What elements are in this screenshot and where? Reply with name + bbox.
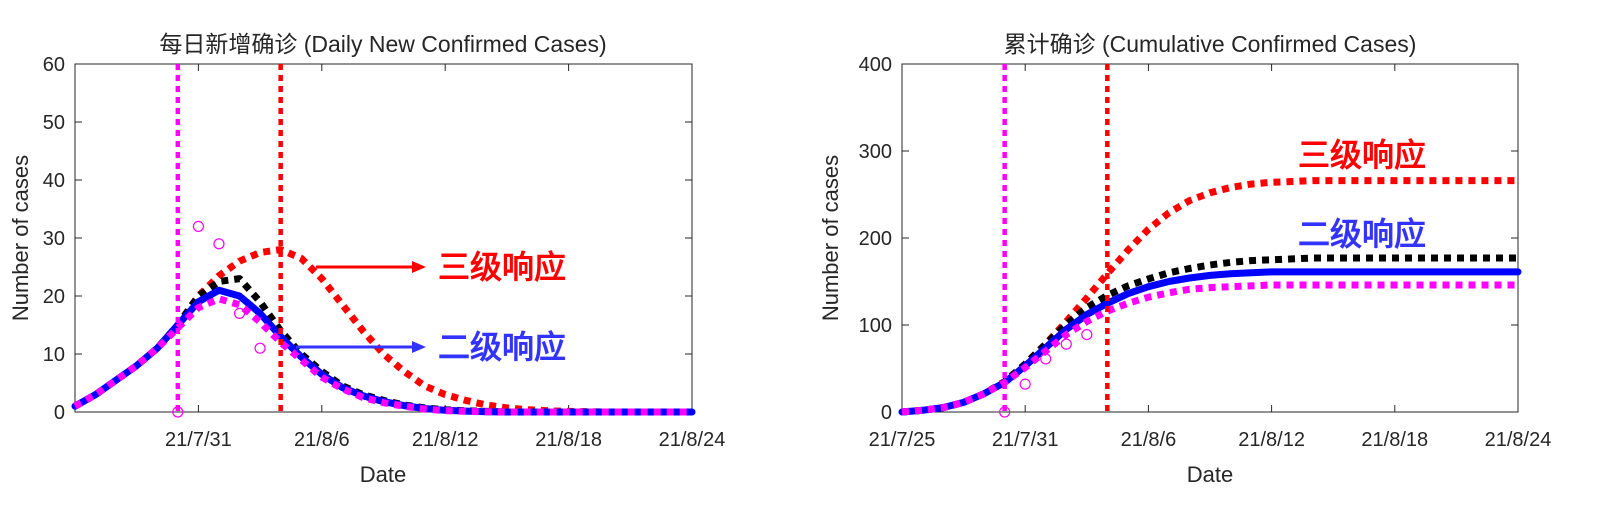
- plot-area-frame: [74, 63, 693, 413]
- y-tick-label: 50: [43, 112, 65, 134]
- annotation-label-level3: 三级响应: [1298, 136, 1426, 174]
- observed-point: [1081, 328, 1093, 341]
- observed-point: [233, 307, 246, 319]
- y-axis-label: Number of cases: [8, 155, 33, 321]
- series-lines: [898, 64, 1522, 418]
- observed-point: [254, 342, 266, 354]
- cumulative-cases-panel: 累计确诊 (Cumulative Confirmed Cases) Date N…: [818, 31, 1551, 487]
- x-tick-label: 21/7/31: [992, 429, 1059, 451]
- x-tick-label: 21/8/12: [412, 429, 479, 451]
- annotation-label-level2: 二级响应: [438, 328, 566, 366]
- y-tick-label: 0: [54, 402, 65, 424]
- x-axis-label: Date: [360, 462, 406, 487]
- series-line: [73, 295, 692, 416]
- chart-title: 累计确诊 (Cumulative Confirmed Cases): [1004, 31, 1417, 57]
- series-line: [901, 281, 1518, 416]
- y-tick-label: 40: [43, 170, 65, 192]
- axis-ticks: 0 100 200 300 400 21/7/25 21/7/31 21/8/6 21/8/12…: [859, 54, 1552, 451]
- y-tick-label: 60: [43, 54, 65, 76]
- chart-title: 每日新增确诊 (Daily New Confirmed Cases): [159, 31, 606, 57]
- observed-point: [1040, 353, 1052, 365]
- series-lines: [71, 64, 696, 418]
- y-tick-label: 100: [859, 315, 892, 337]
- x-tick-label: 21/8/18: [535, 429, 602, 451]
- daily-new-cases-panel: 每日新增确诊 (Daily New Confirmed Cases) Date …: [8, 31, 725, 487]
- observed-point: [1019, 378, 1031, 390]
- x-tick-label: 21/7/31: [165, 429, 232, 451]
- y-tick-label: 300: [859, 141, 892, 163]
- x-tick-label: 21/7/25: [869, 429, 936, 451]
- x-tick-label: 21/8/12: [1238, 429, 1305, 451]
- arrowhead-blue-icon: [412, 341, 426, 353]
- y-tick-label: 20: [43, 286, 65, 308]
- y-tick-label: 400: [859, 54, 892, 76]
- axis-ticks: 0 10 20 30 40 50 60 21/7/31 21/8/6 21/8/12 21/8/18…: [43, 54, 726, 451]
- y-axis-label: Number of cases: [818, 155, 843, 321]
- y-tick-label: 200: [859, 228, 892, 250]
- arrowhead-red-icon: [412, 261, 426, 273]
- x-tick-label: 21/8/24: [659, 429, 726, 451]
- y-tick-label: 0: [881, 402, 892, 424]
- observed-point: [213, 238, 225, 250]
- x-tick-label: 21/8/18: [1361, 429, 1428, 451]
- annotation-level2: 二级响应: [296, 328, 566, 366]
- annotation-label-level3: 三级响应: [438, 248, 566, 286]
- observed-point: [1060, 338, 1072, 350]
- x-tick-label: 21/8/6: [1121, 429, 1177, 451]
- x-tick-label: 21/8/24: [1485, 429, 1552, 451]
- y-tick-label: 10: [43, 344, 65, 366]
- annotation-level3: 三级响应: [316, 248, 566, 286]
- y-tick-label: 30: [43, 228, 65, 250]
- observed-point: [192, 220, 204, 232]
- x-axis-label: Date: [1187, 462, 1233, 487]
- annotation-label-level2: 二级响应: [1298, 215, 1426, 253]
- x-tick-label: 21/8/6: [294, 429, 350, 451]
